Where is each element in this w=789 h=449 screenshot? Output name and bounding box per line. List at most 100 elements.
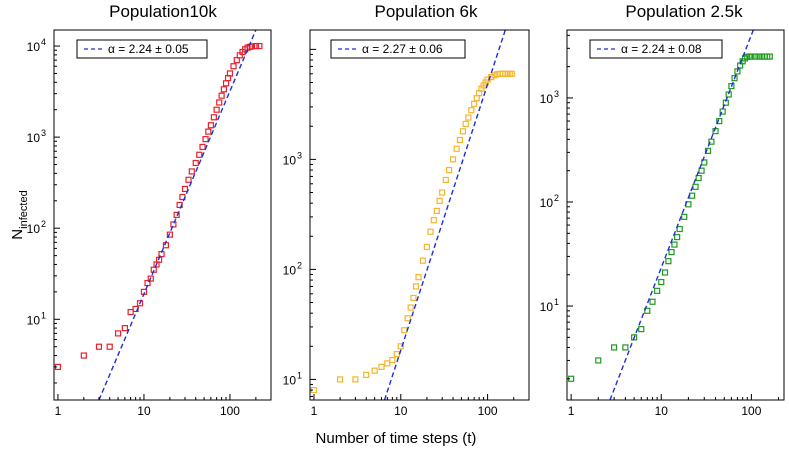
data-point	[708, 138, 715, 145]
data-point	[363, 371, 370, 378]
data-point	[695, 174, 702, 182]
data-point	[252, 42, 259, 50]
data-point	[654, 287, 661, 294]
y-tick-label: 10	[27, 131, 41, 145]
data-point	[681, 213, 688, 220]
data-point	[752, 53, 759, 60]
y-axis-label-main: N	[9, 229, 26, 240]
data-point	[185, 176, 192, 183]
fit-line	[383, 30, 506, 400]
y-tick-label: 10	[540, 196, 554, 210]
data-point	[449, 156, 457, 163]
y-tick-label-exponent: 1	[554, 297, 559, 307]
panel-3-frame	[566, 29, 785, 401]
panel-2-legend: α = 2.27 ± 0.06	[330, 39, 466, 59]
data-point	[230, 63, 237, 70]
y-tick-label-exponent: 2	[297, 260, 302, 270]
data-point	[106, 343, 113, 350]
data-point	[445, 166, 453, 174]
data-point	[473, 95, 480, 102]
panel-1-frame	[53, 29, 272, 401]
data-point	[226, 70, 234, 77]
y-tick-label: 10	[27, 222, 41, 236]
panel-3-title: Population 2.5k	[625, 2, 743, 21]
data-point	[419, 257, 427, 264]
data-point	[192, 159, 199, 167]
data-point	[433, 207, 440, 215]
panel-2-frame	[309, 29, 530, 401]
data-point	[661, 269, 669, 276]
data-point	[734, 68, 741, 75]
x-tick-label: 1	[55, 404, 62, 418]
y-tick-label-exponent: 2	[554, 193, 559, 203]
data-point	[423, 243, 431, 251]
data-point	[728, 83, 735, 90]
y-tick-label-exponent: 2	[41, 219, 46, 229]
data-point	[698, 167, 705, 174]
data-point	[401, 327, 408, 334]
panel-3-legend-box	[589, 39, 723, 59]
data-point	[352, 376, 359, 383]
data-point	[256, 42, 263, 50]
x-tick-label: 1	[311, 404, 318, 418]
data-point	[404, 315, 411, 322]
panel-2-title: Population 6k	[374, 2, 478, 21]
data-point	[676, 225, 683, 233]
data-point	[210, 114, 217, 121]
data-point	[595, 357, 602, 364]
panel-3-legend-label: α = 2.24 ± 0.08	[621, 42, 702, 56]
data-point	[465, 114, 472, 121]
data-point	[170, 221, 177, 228]
y-tick-label: 10	[283, 373, 297, 387]
y-tick-label-exponent: 1	[297, 370, 302, 380]
data-point	[665, 258, 672, 265]
data-point	[188, 168, 195, 175]
data-point	[658, 278, 665, 286]
data-point	[716, 117, 723, 125]
data-point	[508, 70, 515, 77]
data-point	[410, 294, 417, 302]
data-point	[95, 343, 103, 350]
panel-3: Population 2.5k α = 2.24 ± 0.08 1 10 100 10…	[540, 2, 785, 418]
data-point	[671, 241, 678, 248]
x-tick-label: 100	[478, 404, 498, 418]
data-point	[453, 145, 460, 152]
data-point	[631, 334, 638, 341]
data-point	[121, 325, 128, 332]
data-point	[202, 136, 209, 143]
panel-2-legend-label: α = 2.27 ± 0.06	[362, 42, 443, 56]
x-tick-label: 10	[394, 404, 408, 418]
data-point	[748, 53, 755, 60]
data-point	[644, 307, 651, 314]
y-axis-label: Ninfected	[9, 190, 30, 239]
x-tick-label: 10	[655, 404, 669, 418]
data-point	[755, 53, 762, 60]
data-point	[384, 360, 391, 367]
data-point	[436, 197, 443, 204]
x-axis-label: Number of time steps (t)	[316, 430, 477, 447]
y-tick-label-exponent: 3	[297, 150, 302, 160]
y-tick-label: 10	[283, 153, 297, 167]
x-tick-label: 100	[741, 404, 761, 418]
data-point	[471, 100, 478, 107]
data-point	[427, 228, 434, 235]
y-tick-label-exponent: 4	[41, 37, 46, 47]
y-tick-label-exponent: 3	[554, 89, 559, 99]
panel-3-legend: α = 2.24 ± 0.08	[589, 39, 723, 59]
data-point	[378, 363, 385, 370]
data-point	[222, 80, 230, 87]
data-point	[704, 147, 712, 154]
data-point	[199, 143, 206, 151]
y-tick-label: 10	[27, 40, 41, 54]
data-point	[337, 376, 344, 383]
x-tick-label: 1	[568, 404, 575, 418]
x-tick-label: 10	[137, 404, 151, 418]
x-tick-label: 100	[220, 404, 240, 418]
data-point	[397, 343, 404, 350]
data-point	[216, 99, 223, 106]
data-point	[439, 189, 446, 196]
fit-line	[98, 30, 257, 400]
data-point	[196, 151, 203, 158]
data-point	[147, 275, 154, 282]
